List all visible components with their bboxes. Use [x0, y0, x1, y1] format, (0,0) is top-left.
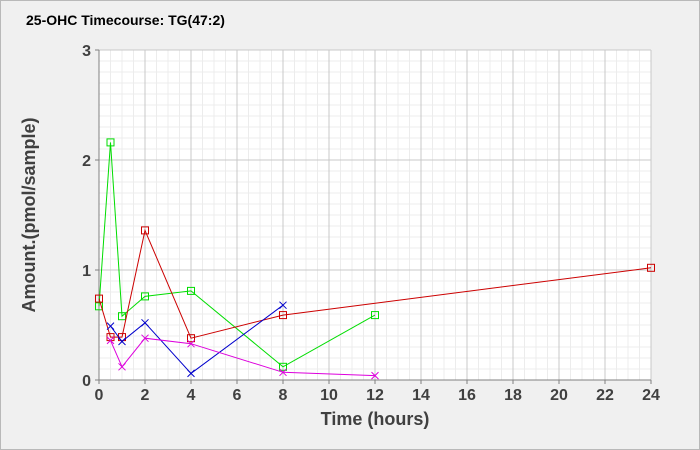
data-point-x — [141, 334, 149, 343]
data-point-square — [118, 312, 126, 321]
data-point-square — [141, 226, 149, 235]
data-point-square — [106, 138, 115, 147]
x-marker-stroke — [371, 371, 379, 380]
data-point-x — [187, 369, 195, 378]
x-marker-stroke — [187, 369, 195, 378]
y-tick-label: 2 — [82, 153, 91, 170]
data-point-square — [95, 302, 103, 311]
x-tick-label: 22 — [596, 387, 614, 404]
chart-title: 25-OHC Timecourse: TG(47:2) — [26, 12, 225, 28]
series-line — [98, 142, 376, 368]
series-1 — [95, 138, 379, 371]
data-point-x — [279, 301, 287, 310]
x-tick-label: 12 — [366, 387, 384, 404]
data-point-square — [187, 286, 195, 295]
x-marker-stroke — [106, 336, 115, 345]
series-3 — [106, 301, 287, 378]
data-point-square — [647, 263, 655, 272]
data-point-x — [106, 336, 115, 345]
data-point-x — [106, 322, 115, 330]
series-4 — [106, 334, 379, 380]
y-tick-labels: 0 1 2 3 — [82, 43, 99, 390]
series-layer — [95, 138, 655, 380]
x-tick-label: 6 — [233, 387, 242, 404]
x-tick-labels: 0 2 4 6 8 10 12 14 16 18 20 22 24 — [95, 380, 660, 404]
data-point-square — [279, 362, 287, 371]
x-marker-stroke — [106, 322, 115, 330]
y-tick-label: 0 — [82, 373, 91, 390]
data-point-square — [95, 294, 103, 303]
data-point-x — [279, 368, 287, 377]
x-marker-stroke — [141, 318, 149, 327]
data-point-x — [118, 337, 126, 346]
x-marker-stroke — [279, 368, 287, 377]
x-tick-label: 2 — [141, 387, 150, 404]
x-marker-stroke — [118, 362, 126, 371]
x-marker-stroke — [141, 334, 149, 343]
x-tick-label: 16 — [458, 387, 476, 404]
x-marker-stroke — [118, 337, 126, 346]
x-tick-label: 4 — [187, 387, 196, 404]
data-point-square — [141, 292, 149, 301]
data-point-x — [141, 318, 149, 327]
data-point-square — [279, 311, 287, 320]
x-tick-label: 0 — [95, 387, 104, 404]
x-tick-label: 10 — [320, 387, 338, 404]
y-tick-label: 1 — [82, 263, 91, 280]
x-tick-label: 18 — [504, 387, 522, 404]
data-point-x — [371, 371, 379, 380]
x-tick-label: 24 — [642, 387, 660, 404]
data-point-square — [371, 311, 379, 320]
series-line — [98, 228, 652, 339]
y-axis-label: Amount.(pmol/sample) — [19, 117, 39, 312]
x-axis-label: Time (hours) — [321, 409, 430, 429]
x-tick-label: 20 — [550, 387, 568, 404]
series-line — [110, 337, 376, 377]
x-marker-stroke — [279, 301, 287, 310]
x-tick-label: 8 — [279, 387, 288, 404]
data-point-x — [187, 339, 195, 348]
x-marker-stroke — [187, 339, 195, 348]
data-point-x — [118, 362, 126, 371]
y-tick-label: 3 — [82, 43, 91, 60]
data-point-square — [187, 334, 195, 343]
x-tick-label: 14 — [412, 387, 430, 404]
